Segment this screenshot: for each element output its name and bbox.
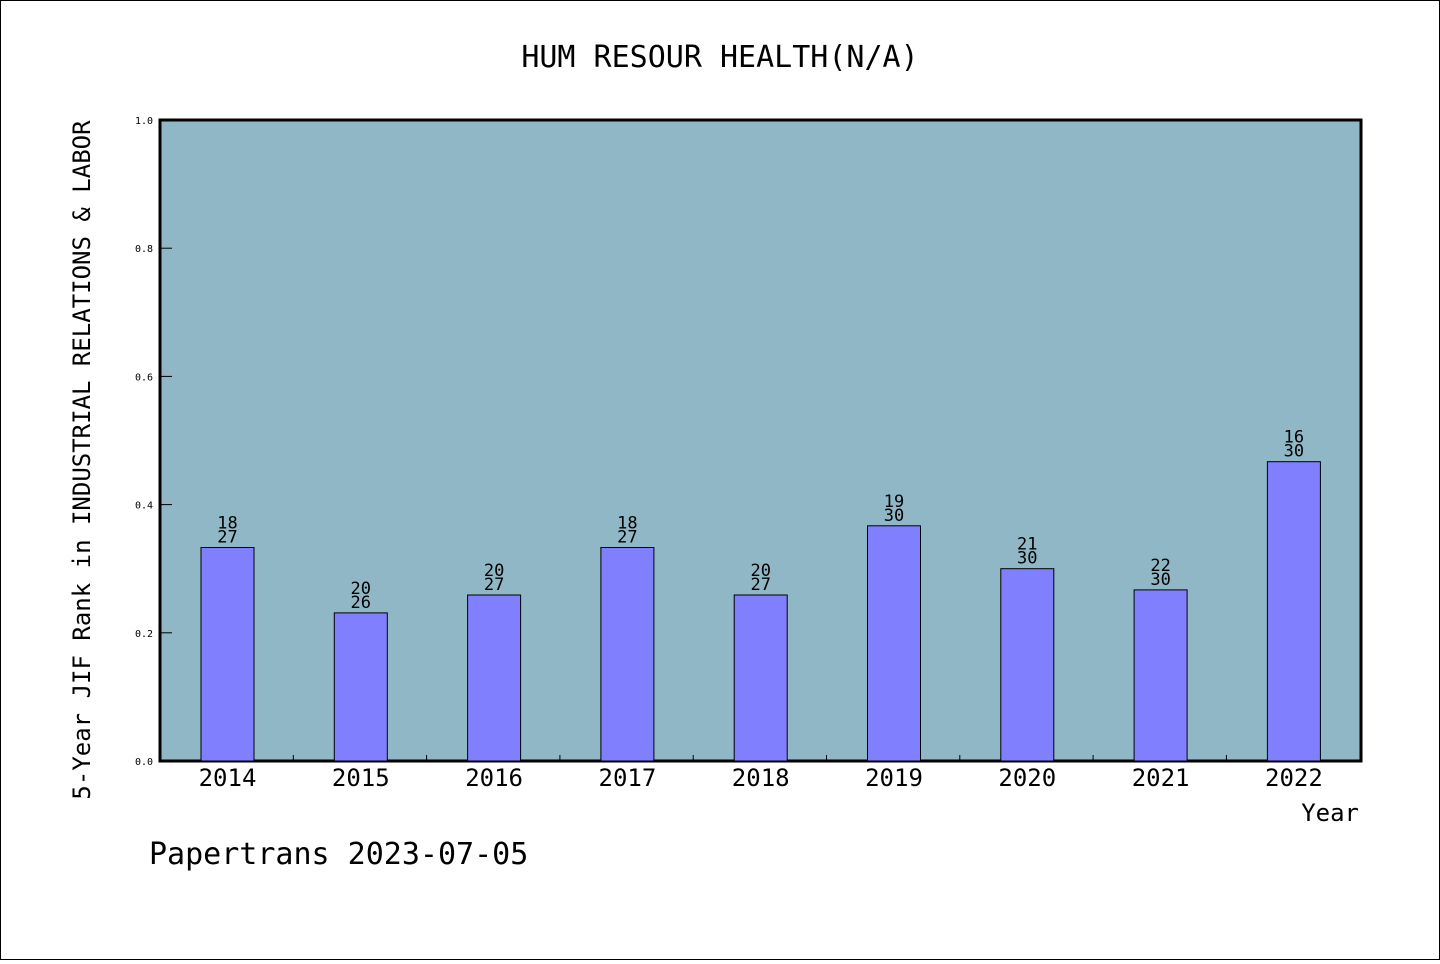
bar-total-label: 27 (217, 528, 237, 548)
footer-text: Papertrans 2023-07-05 (149, 837, 528, 872)
bar-2020 (1000, 568, 1055, 762)
bar-rank-label: 19 (884, 492, 904, 512)
bar-rank-label: 21 (1017, 535, 1037, 555)
bar-2019 (867, 525, 921, 762)
bar-total-label: 30 (884, 506, 904, 526)
x-tick-label: 2017 (599, 764, 657, 792)
chart-title: HUM RESOUR HEALTH(N/A) (521, 40, 918, 75)
bar-2017 (600, 547, 655, 762)
y-tick-label: 1.0 (135, 116, 153, 127)
y-tick-label: 0.0 (135, 757, 153, 768)
x-tick-label: 2014 (199, 764, 257, 792)
bar-2022 (1266, 461, 1321, 762)
bar-2015 (333, 612, 388, 762)
bar-total-label: 26 (351, 593, 371, 613)
x-tick-label: 2016 (465, 764, 523, 792)
bar-rank-label: 18 (217, 514, 237, 534)
bar-total-label: 27 (750, 575, 770, 595)
bar-total-label: 30 (1284, 442, 1304, 462)
bar-2014 (200, 547, 255, 762)
y-tick-label: 0.8 (135, 244, 153, 255)
x-tick-label: 2021 (1132, 764, 1190, 792)
x-axis-label: Year (1301, 799, 1359, 827)
bar-rank-label: 22 (1150, 556, 1170, 576)
bar-total-label: 27 (617, 528, 637, 548)
y-axis-label: 5-Year JIF Rank in INDUSTRIAL RELATIONS … (68, 120, 96, 800)
bar-2021 (1133, 589, 1188, 762)
x-tick-label: 2020 (998, 764, 1056, 792)
bar-rank-label: 20 (484, 561, 504, 581)
bar-total-label: 30 (1017, 549, 1037, 569)
bar-total-label: 27 (484, 575, 504, 595)
bar-rank-label: 20 (351, 579, 371, 599)
x-tick-label: 2019 (865, 764, 923, 792)
bar-rank-label: 18 (617, 514, 637, 534)
bar-2016 (467, 594, 522, 762)
y-tick-label: 0.4 (135, 501, 153, 512)
bar-rank-label: 16 (1284, 428, 1304, 448)
x-tick-label: 2018 (732, 764, 790, 792)
x-tick-label: 2015 (332, 764, 390, 792)
bar-total-label: 30 (1150, 570, 1170, 590)
y-tick-label: 0.2 (135, 629, 153, 640)
x-tick-label: 2022 (1265, 764, 1323, 792)
bar-2018 (733, 594, 788, 762)
bar-rank-label: 20 (750, 561, 770, 581)
y-tick-label: 0.6 (135, 372, 153, 383)
